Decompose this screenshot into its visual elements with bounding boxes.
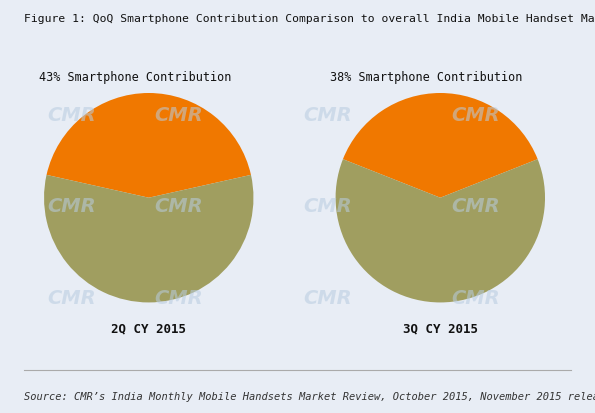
Text: 2Q CY 2015: 2Q CY 2015: [111, 321, 186, 335]
Text: CMR: CMR: [154, 288, 203, 307]
Text: CMR: CMR: [154, 106, 203, 125]
Text: CMR: CMR: [452, 106, 500, 125]
Text: CMR: CMR: [452, 288, 500, 307]
Text: CMR: CMR: [303, 197, 352, 216]
Text: CMR: CMR: [154, 197, 203, 216]
Text: CMR: CMR: [303, 106, 352, 125]
Text: Figure 1: QoQ Smartphone Contribution Comparison to overall India Mobile Handset: Figure 1: QoQ Smartphone Contribution Co…: [24, 14, 595, 24]
Text: CMR: CMR: [47, 288, 96, 307]
Text: CMR: CMR: [47, 106, 96, 125]
Text: CMR: CMR: [452, 197, 500, 216]
Wedge shape: [46, 94, 251, 198]
Text: 3Q CY 2015: 3Q CY 2015: [403, 321, 478, 335]
Text: 43% Smartphone Contribution: 43% Smartphone Contribution: [39, 71, 231, 84]
Text: Source: CMR’s India Monthly Mobile Handsets Market Review, October 2015, Novembe: Source: CMR’s India Monthly Mobile Hands…: [24, 391, 595, 401]
Wedge shape: [343, 94, 538, 198]
Wedge shape: [44, 176, 253, 303]
Wedge shape: [336, 160, 545, 303]
Text: 38% Smartphone Contribution: 38% Smartphone Contribution: [330, 71, 523, 84]
Text: CMR: CMR: [303, 288, 352, 307]
Text: CMR: CMR: [47, 197, 96, 216]
